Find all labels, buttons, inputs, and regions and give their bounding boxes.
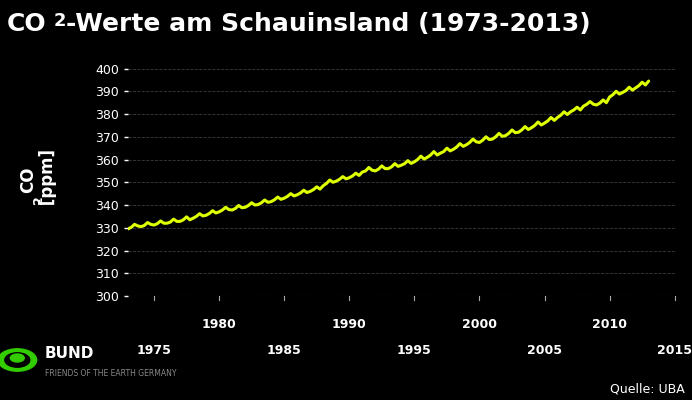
Text: 2: 2 [53,12,66,30]
Text: CO: CO [19,167,37,193]
Text: 1995: 1995 [397,344,432,357]
Text: 2005: 2005 [527,344,562,357]
Text: 1985: 1985 [267,344,302,357]
Text: Quelle: UBA: Quelle: UBA [610,383,685,396]
Text: FRIENDS OF THE EARTH GERMANY: FRIENDS OF THE EARTH GERMANY [45,370,176,378]
Text: 1975: 1975 [136,344,172,357]
Text: 2: 2 [32,196,44,204]
Text: 1990: 1990 [332,318,367,331]
Text: [ppm]: [ppm] [39,149,57,211]
Text: 2010: 2010 [592,318,627,331]
Text: 2015: 2015 [657,344,692,357]
Text: BUND: BUND [45,346,94,362]
Text: -Werte am Schauinsland (1973-2013): -Werte am Schauinsland (1973-2013) [66,12,590,36]
Text: 1980: 1980 [202,318,237,331]
Text: CO: CO [7,12,46,36]
Text: 2000: 2000 [462,318,497,331]
